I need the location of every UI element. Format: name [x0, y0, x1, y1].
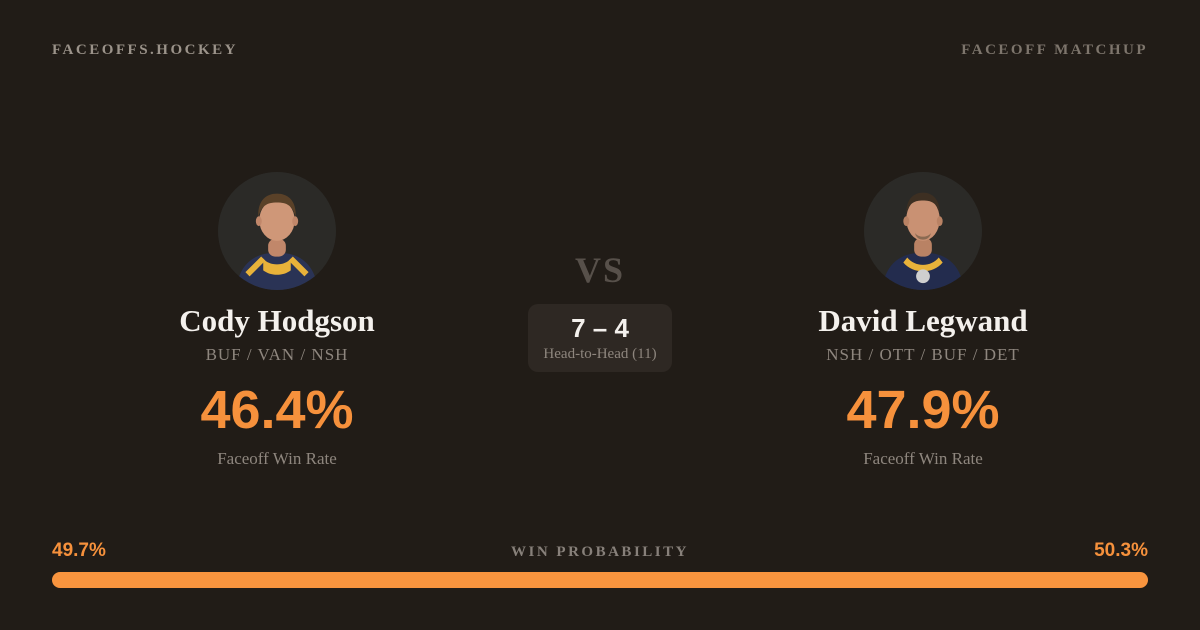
faceoff-win-rate-left: 46.4%: [200, 380, 354, 441]
player-teams-right: NSH / OTT / BUF / DET: [826, 345, 1020, 365]
win-probability-segment-right: [596, 572, 1148, 588]
header: FACEOFFS.HOCKEY FACEOFF MATCHUP: [52, 42, 1148, 59]
center-column: VS 7 – 4 Head-to-Head (11): [450, 0, 750, 372]
win-probability-bar: [52, 572, 1148, 588]
player-card-left: Cody Hodgson BUF / VAN / NSH 46.4% Faceo…: [52, 172, 502, 469]
page-title: FACEOFF MATCHUP: [961, 42, 1148, 58]
brand-logo: FACEOFFS.HOCKEY: [52, 42, 238, 58]
player-avatar-left: [218, 172, 336, 290]
win-probability-left: 49.7%: [52, 540, 106, 561]
faceoff-win-rate-label-right: Faceoff Win Rate: [863, 449, 983, 469]
win-probability-title: WIN PROBABILITY: [511, 544, 689, 560]
player-portrait-icon: [218, 172, 336, 290]
player-card-right: David Legwand NSH / OTT / BUF / DET 47.9…: [698, 172, 1148, 469]
player-name-left: Cody Hodgson: [179, 303, 375, 338]
win-probability-right: 50.3%: [1094, 540, 1148, 561]
player-avatar-right: [864, 172, 982, 290]
head-to-head-score: 7 – 4: [571, 313, 629, 343]
head-to-head-label: Head-to-Head (11): [543, 345, 657, 362]
player-name-right: David Legwand: [818, 303, 1028, 338]
player-portrait-icon: [864, 172, 982, 290]
vs-label: VS: [574, 250, 626, 290]
head-to-head-box: 7 – 4 Head-to-Head (11): [528, 304, 672, 372]
faceoff-win-rate-label-left: Faceoff Win Rate: [217, 449, 337, 469]
win-probability-segment-left: [52, 572, 597, 588]
faceoff-win-rate-right: 47.9%: [846, 380, 1000, 441]
win-probability-section: 49.7% WIN PROBABILITY 50.3%: [52, 540, 1148, 588]
player-teams-left: BUF / VAN / NSH: [205, 345, 349, 365]
